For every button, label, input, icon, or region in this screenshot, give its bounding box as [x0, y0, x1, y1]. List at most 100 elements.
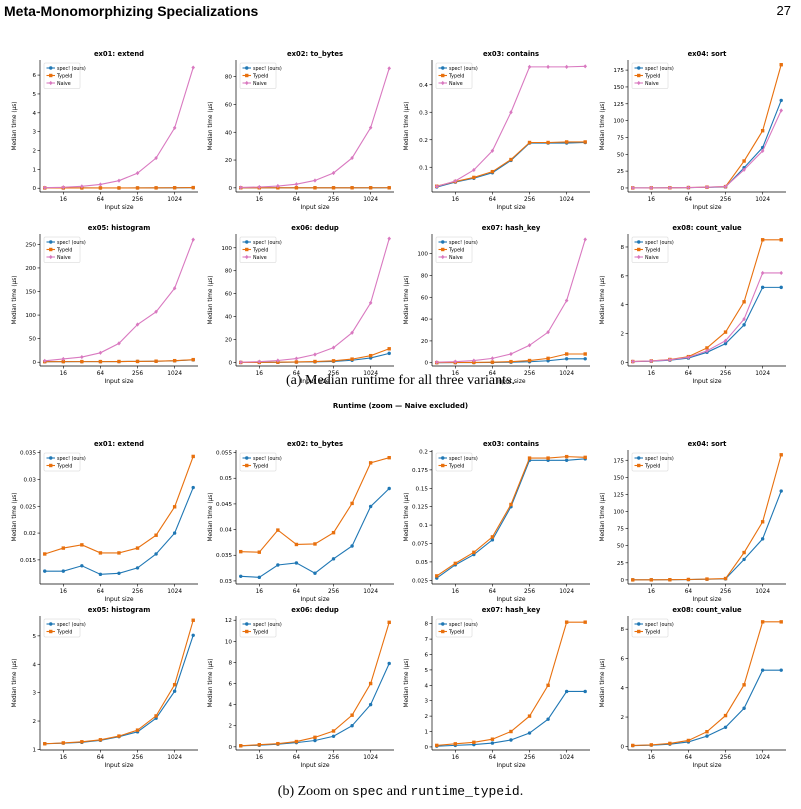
data-point-naive	[172, 125, 177, 130]
y-axis-label: Median time (µs)	[404, 101, 410, 150]
x-tick-label: 256	[132, 755, 143, 761]
legend-label-naive: Naive	[645, 255, 659, 261]
legend-marker-typeid	[49, 73, 53, 78]
data-point-spec	[490, 538, 495, 542]
data-point-typeid	[98, 738, 103, 742]
legend-label-naive: Naive	[645, 81, 659, 87]
y-tick-label: 7	[424, 637, 428, 643]
series-line-spec	[632, 669, 782, 747]
x-axis-label: Input size	[692, 378, 721, 385]
data-point-typeid	[387, 456, 391, 460]
data-point-spec	[154, 552, 158, 556]
data-point-spec	[313, 571, 317, 575]
legend-label-spec: spec! (ours)	[449, 456, 478, 462]
data-point-typeid	[350, 713, 354, 717]
x-tick-label: 256	[720, 197, 731, 203]
x-tick-label: 256	[132, 371, 143, 377]
data-point-spec	[583, 689, 587, 694]
legend-marker-typeid	[49, 247, 53, 252]
data-point-typeid	[257, 743, 262, 747]
data-point-spec	[257, 575, 262, 580]
legend-marker-typeid	[245, 247, 249, 252]
data-point-typeid	[154, 359, 158, 363]
data-point-typeid	[564, 620, 569, 624]
y-tick-label: 0.035	[20, 451, 36, 457]
x-tick-label: 16	[256, 197, 264, 203]
data-point-typeid	[172, 505, 177, 509]
legend-label-typeid: TypeId	[644, 73, 660, 79]
x-tick-label: 64	[97, 197, 105, 203]
data-point-typeid	[668, 578, 672, 582]
legend: spec! (ours)TypeId	[43, 618, 86, 638]
data-point-naive	[368, 300, 373, 305]
x-tick-label: 16	[648, 197, 656, 203]
legend-label-naive: Naive	[449, 81, 463, 87]
y-tick-label: 0.175	[412, 468, 428, 474]
data-point-typeid	[331, 729, 336, 733]
legend-box	[631, 236, 669, 263]
x-axis-label: Input size	[692, 762, 721, 769]
data-point-typeid	[509, 157, 513, 162]
y-tick-label: 0.05	[416, 560, 429, 566]
y-tick-label: 0.15	[416, 486, 429, 492]
chart-b-5: ex05: histogram 1 2 3 4 5 16 64 256 1024 Input siz…	[12, 606, 198, 769]
y-tick-label: 12	[225, 618, 232, 624]
data-point-typeid	[760, 129, 765, 133]
data-point-naive	[313, 352, 317, 357]
zoom-figure-supertitle: Runtime (zoom — Naive excluded)	[332, 402, 469, 410]
y-tick-label: 20	[421, 339, 429, 345]
x-tick-label: 1024	[559, 371, 574, 377]
data-point-typeid	[546, 140, 550, 145]
data-point-spec	[527, 731, 532, 735]
data-point-naive	[294, 182, 299, 187]
legend-box	[435, 236, 473, 263]
y-tick-label: 8	[620, 245, 624, 251]
y-tick-label: 2	[32, 149, 36, 155]
legend-marker-typeid	[49, 463, 53, 468]
data-point-typeid	[527, 714, 532, 718]
data-point-typeid	[779, 453, 783, 457]
chart-a-5: ex05: histogram 0 50 100 150 200 250 16 64 256 102…	[12, 224, 198, 385]
data-point-typeid	[135, 546, 140, 550]
legend-label-typeid: TypeId	[448, 247, 464, 253]
x-axis-label: Input size	[104, 762, 133, 769]
data-point-typeid	[472, 550, 476, 555]
data-point-spec	[490, 741, 495, 745]
y-tick-label: 3	[424, 699, 428, 705]
legend-marker-spec	[637, 456, 641, 460]
data-point-naive	[668, 357, 672, 362]
legend: spec! (ours)TypeId	[631, 618, 674, 638]
data-point-spec	[583, 357, 587, 361]
legend-box	[435, 62, 473, 89]
legend-label-spec: spec! (ours)	[449, 66, 478, 72]
legend-marker-typeid	[245, 73, 249, 78]
legend: spec! (ours)TypeId Naive	[43, 62, 86, 89]
data-point-naive	[705, 348, 709, 353]
x-axis-label: Input size	[692, 204, 721, 211]
x-tick-label: 1024	[755, 589, 770, 595]
data-point-naive	[564, 64, 569, 69]
y-tick-label: 125	[613, 102, 624, 108]
y-tick-label: 0.025	[412, 578, 428, 584]
data-point-typeid	[80, 543, 84, 547]
y-tick-label: 6	[620, 656, 624, 662]
y-tick-label: 0.02	[24, 531, 36, 537]
x-tick-label: 64	[489, 755, 497, 761]
data-point-spec	[760, 668, 765, 672]
data-point-naive	[238, 360, 243, 365]
data-point-spec	[368, 702, 373, 707]
y-tick-label: 175	[613, 458, 624, 464]
data-point-spec	[350, 724, 354, 728]
data-point-naive	[172, 286, 177, 291]
legend-marker-typeid	[637, 247, 641, 252]
data-point-spec	[705, 734, 709, 738]
data-point-naive	[313, 178, 317, 183]
data-point-typeid	[527, 358, 532, 363]
legend: spec! (ours)TypeId Naive	[435, 236, 478, 263]
x-tick-label: 16	[452, 197, 460, 203]
data-point-typeid	[387, 186, 391, 190]
legend-marker-typeid	[441, 247, 445, 252]
legend-label-spec: spec! (ours)	[57, 240, 86, 246]
y-tick-label: 0.035	[216, 553, 232, 559]
legend-marker-naive	[440, 254, 445, 260]
